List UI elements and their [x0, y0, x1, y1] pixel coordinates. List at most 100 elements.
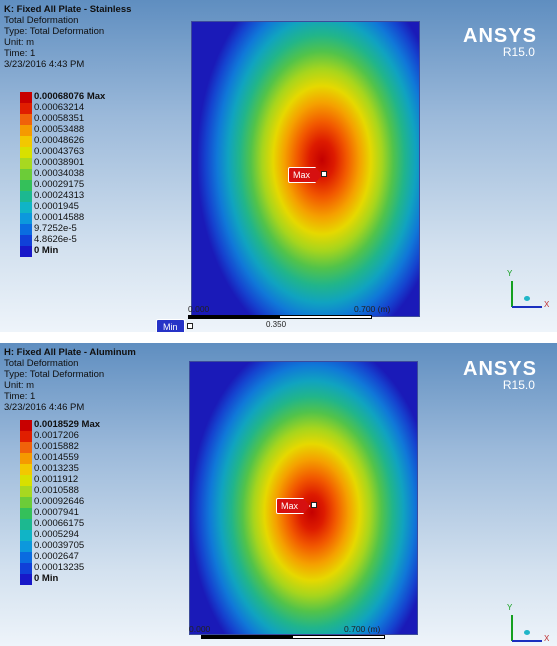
legend-swatch [20, 453, 32, 464]
legend-label: 0.0015882 [34, 441, 79, 452]
legend-swatch [20, 125, 32, 136]
result-title: K: Fixed All Plate - Stainless [4, 4, 132, 15]
logo-brand: ANSYS [463, 358, 537, 380]
legend-swatch [20, 147, 32, 158]
legend-swatch [20, 158, 32, 169]
legend-swatch [20, 114, 32, 125]
legend-label: 0.00058351 [34, 113, 85, 124]
legend-label: 0.0017206 [34, 430, 79, 441]
legend-swatch [20, 136, 32, 147]
result-timestamp: 3/23/2016 4:46 PM [4, 402, 85, 413]
legend-label: 0.0013235 [34, 463, 79, 474]
result-title: H: Fixed All Plate - Aluminum [4, 347, 136, 358]
scale-mid-label: 0.350 [266, 320, 287, 329]
legend-label: 0.00053488 [34, 124, 85, 135]
legend-swatch [20, 180, 32, 191]
legend-label: 0.00068076 Max [34, 91, 106, 102]
legend-label: 0.00063214 [34, 102, 85, 113]
result-type: Type: Total Deformation [4, 26, 105, 37]
axis-origin-icon [524, 630, 530, 635]
legend-swatch [20, 563, 32, 574]
max-probe-marker [311, 502, 317, 508]
legend-swatch [20, 530, 32, 541]
legend-swatch [20, 191, 32, 202]
legend-swatch [20, 475, 32, 486]
max-probe-label[interactable]: Max [288, 167, 323, 183]
scale-bar-graphic [201, 635, 385, 639]
legend-swatch [20, 103, 32, 114]
min-probe-label[interactable]: Min [156, 319, 185, 332]
scale-left-label: 0.000 [189, 624, 211, 634]
legend-swatch [20, 431, 32, 442]
scale-right-label: 0.700 (m) [354, 304, 391, 314]
axis-triad[interactable]: Y X [500, 603, 550, 646]
axis-x-label: X [544, 300, 550, 309]
legend-label: 0.0010588 [34, 485, 79, 496]
result-info: K: Fixed All Plate - Stainless Total Def… [4, 4, 190, 70]
result-unit: Unit: m [4, 380, 35, 391]
axis-x-label: X [544, 634, 550, 643]
legend-label: 0.00024313 [34, 190, 85, 201]
legend-swatch [20, 552, 32, 563]
max-probe-label[interactable]: Max [276, 498, 311, 514]
legend-swatch [20, 442, 32, 453]
legend-label: 0.00039705 [34, 540, 85, 551]
logo-brand: ANSYS [463, 25, 537, 47]
axis-y-label: Y [507, 603, 513, 612]
result-time: Time: 1 [4, 391, 36, 402]
scale-right-label: 0.700 (m) [344, 624, 381, 634]
legend-swatch [20, 235, 32, 246]
legend-label: 0.00014588 [34, 212, 85, 223]
legend-label: 0.00092646 [34, 496, 85, 507]
result-info: H: Fixed All Plate - Aluminum Total Defo… [4, 347, 190, 413]
ansys-logo: ANSYS R15.0 [463, 359, 537, 392]
axis-y-label: Y [507, 269, 513, 278]
legend-label: 0.0014559 [34, 452, 79, 463]
axis-x-line [512, 640, 542, 642]
result-subtitle: Total Deformation [4, 15, 79, 26]
legend-swatch [20, 508, 32, 519]
scale-bar: 0.000 0.700 (m) 0.350 [188, 304, 418, 329]
legend-label: 0.00034038 [34, 168, 85, 179]
scale-bar: 0.000 0.700 (m) [189, 624, 419, 646]
legend-label: 0.00013235 [34, 562, 85, 573]
scale-left-label: 0.000 [188, 304, 210, 314]
legend-label: 0.0011912 [34, 474, 79, 485]
legend-label: 0.0002647 [34, 551, 79, 562]
result-type: Type: Total Deformation [4, 369, 105, 380]
legend-label: 0.0005294 [34, 529, 79, 540]
result-timestamp: 3/23/2016 4:43 PM [4, 59, 85, 70]
legend-swatch [20, 202, 32, 213]
axis-y-line [511, 281, 513, 307]
legend-swatch [20, 246, 32, 257]
logo-version: R15.0 [502, 45, 535, 59]
legend-swatch [20, 519, 32, 530]
legend-swatch [20, 224, 32, 235]
legend-label: 0 Min [34, 573, 59, 584]
legend-swatch [20, 464, 32, 475]
legend-swatch [20, 92, 32, 103]
legend-swatch [20, 213, 32, 224]
axis-triad[interactable]: Y X [500, 269, 550, 313]
viewport-stainless[interactable]: K: Fixed All Plate - Stainless Total Def… [0, 0, 557, 332]
legend-swatch [20, 420, 32, 431]
axis-y-line [511, 615, 513, 641]
legend-label: 0.0001945 [34, 201, 79, 212]
result-time: Time: 1 [4, 48, 36, 59]
min-probe-marker [187, 323, 193, 329]
legend-label: 0.00043763 [34, 146, 85, 157]
legend-label: 0.0007941 [34, 507, 79, 518]
legend-swatch [20, 486, 32, 497]
result-unit: Unit: m [4, 37, 35, 48]
legend-label: 0 Min [34, 245, 59, 256]
legend-swatch [20, 574, 32, 585]
deformation-contour-plot[interactable] [189, 361, 418, 635]
legend-swatch [20, 169, 32, 180]
legend-label: 0.0018529 Max [34, 419, 101, 430]
legend-label: 0.00066175 [34, 518, 85, 529]
legend-label: 0.00029175 [34, 179, 85, 190]
viewport-aluminum[interactable]: H: Fixed All Plate - Aluminum Total Defo… [0, 343, 557, 646]
result-subtitle: Total Deformation [4, 358, 79, 369]
scale-bar-graphic [188, 315, 372, 319]
legend-swatch [20, 541, 32, 552]
